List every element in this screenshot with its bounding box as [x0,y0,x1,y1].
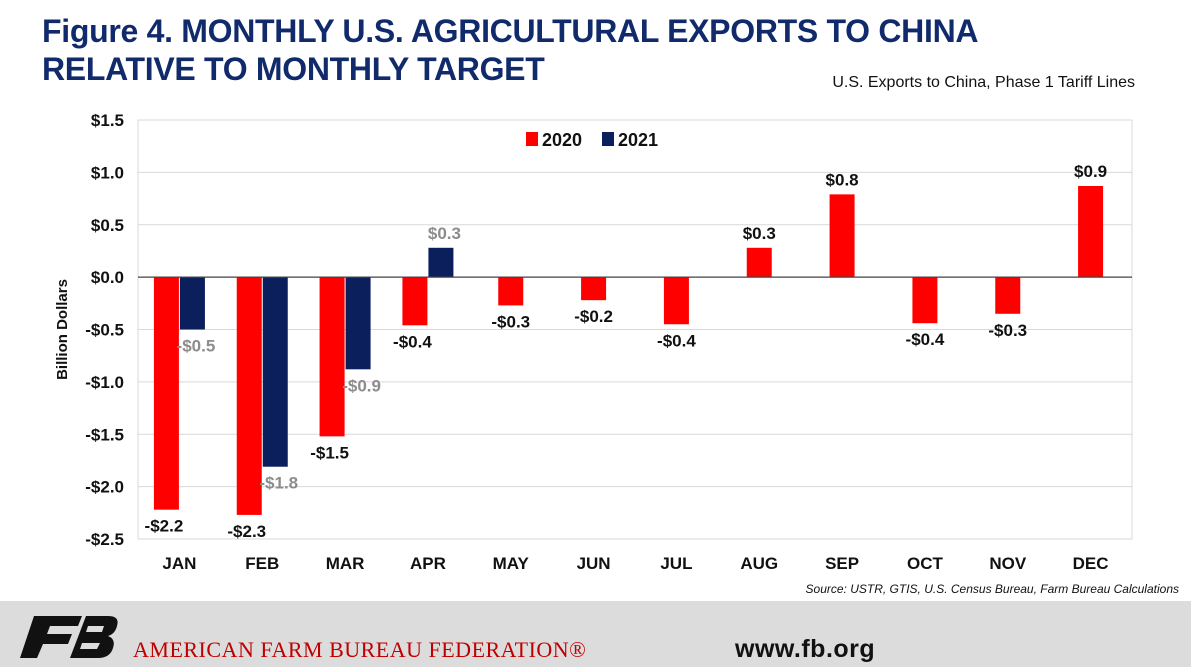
y-tick-label: -$1.5 [85,425,124,444]
data-label-2020-feb: -$2.3 [227,522,266,541]
footer-bar: AMERICAN FARM BUREAU FEDERATION® www.fb.… [0,601,1191,667]
data-label-2021-mar: -$0.9 [342,376,381,395]
bar-2021-apr [428,247,454,278]
page-title: Figure 4. MONTHLY U.S. AGRICULTURAL EXPO… [42,12,978,88]
website-link[interactable]: www.fb.org [735,635,876,663]
data-label-2020-dec: $0.9 [1074,162,1107,181]
data-label-2020-oct: -$0.4 [906,330,945,349]
bar-2021-feb [262,277,288,467]
y-tick-label: $1.5 [91,111,124,130]
title-line-1: Figure 4. MONTHLY U.S. AGRICULTURAL EXPO… [42,13,979,49]
bar-2020-may [498,277,524,306]
data-label-2020-jan: -$2.2 [145,517,184,536]
x-tick-label: OCT [907,554,944,573]
fb-logo-icon [20,616,118,658]
data-label-2020-apr: -$0.4 [393,332,432,351]
bar-2020-mar [319,277,345,437]
bar-2020-oct [912,277,938,324]
x-tick-label: SEP [825,554,859,573]
bar-2020-jan [153,277,179,510]
x-tick-label: FEB [245,554,279,573]
x-tick-label: MAR [326,554,365,573]
y-tick-label: -$2.5 [85,530,124,549]
bar-2020-sep [829,194,855,278]
data-label-2020-nov: -$0.3 [988,321,1027,340]
y-axis-label: Billion Dollars [54,279,71,380]
data-label-2020-jul: -$0.4 [657,331,696,350]
y-tick-label: -$0.5 [85,321,124,340]
x-tick-label: DEC [1073,554,1109,573]
bar-2020-feb [236,277,262,515]
x-tick-label: JAN [162,554,196,573]
data-label-2020-may: -$0.3 [491,312,530,331]
y-tick-label: -$1.0 [85,373,124,392]
data-label-2021-feb: -$1.8 [259,474,298,493]
y-tick-label: -$2.0 [85,478,124,497]
data-label-2021-apr: $0.3 [428,224,461,243]
bar-2020-jul [663,277,689,325]
data-label-2020-sep: $0.8 [826,170,859,189]
bar-2020-dec [1078,185,1104,278]
title-line-2: RELATIVE TO MONTHLY TARGET [42,51,545,87]
bar-2021-jan [179,277,205,330]
x-tick-label: JUL [660,554,692,573]
legend-label-2021: 2021 [618,130,658,150]
legend-swatch-2020 [526,132,538,146]
y-tick-label: $1.0 [91,163,124,182]
chart-subtitle: U.S. Exports to China, Phase 1 Tariff Li… [832,74,1135,91]
legend-swatch-2021 [602,132,614,146]
bar-2020-nov [995,277,1021,314]
x-tick-label: APR [410,554,446,573]
bar-2021-mar [345,277,371,370]
legend-label-2020: 2020 [542,130,582,150]
bar-2020-aug [746,247,772,278]
bar-2020-jun [581,277,607,301]
x-tick-label: JUN [577,554,611,573]
data-label-2021-jan: -$0.5 [177,337,216,356]
bar-2020-apr [402,277,428,326]
x-tick-label: NOV [989,554,1027,573]
y-tick-label: $0.5 [91,216,124,235]
org-name: AMERICAN FARM BUREAU FEDERATION® [133,637,587,662]
data-label-2020-jun: -$0.2 [574,307,613,326]
source-note: Source: USTR, GTIS, U.S. Census Bureau, … [805,582,1179,596]
data-label-2020-aug: $0.3 [743,224,776,243]
bar-chart: $1.5 $1.0 $0.5 $0.0 -$0.5 -$1.0 -$1.5 -$2.0 -$2.… [54,111,1133,573]
data-label-2020-mar: -$1.5 [310,443,349,462]
x-tick-label: AUG [740,554,778,573]
y-tick-label: $0.0 [91,268,124,287]
x-tick-label: MAY [493,554,530,573]
